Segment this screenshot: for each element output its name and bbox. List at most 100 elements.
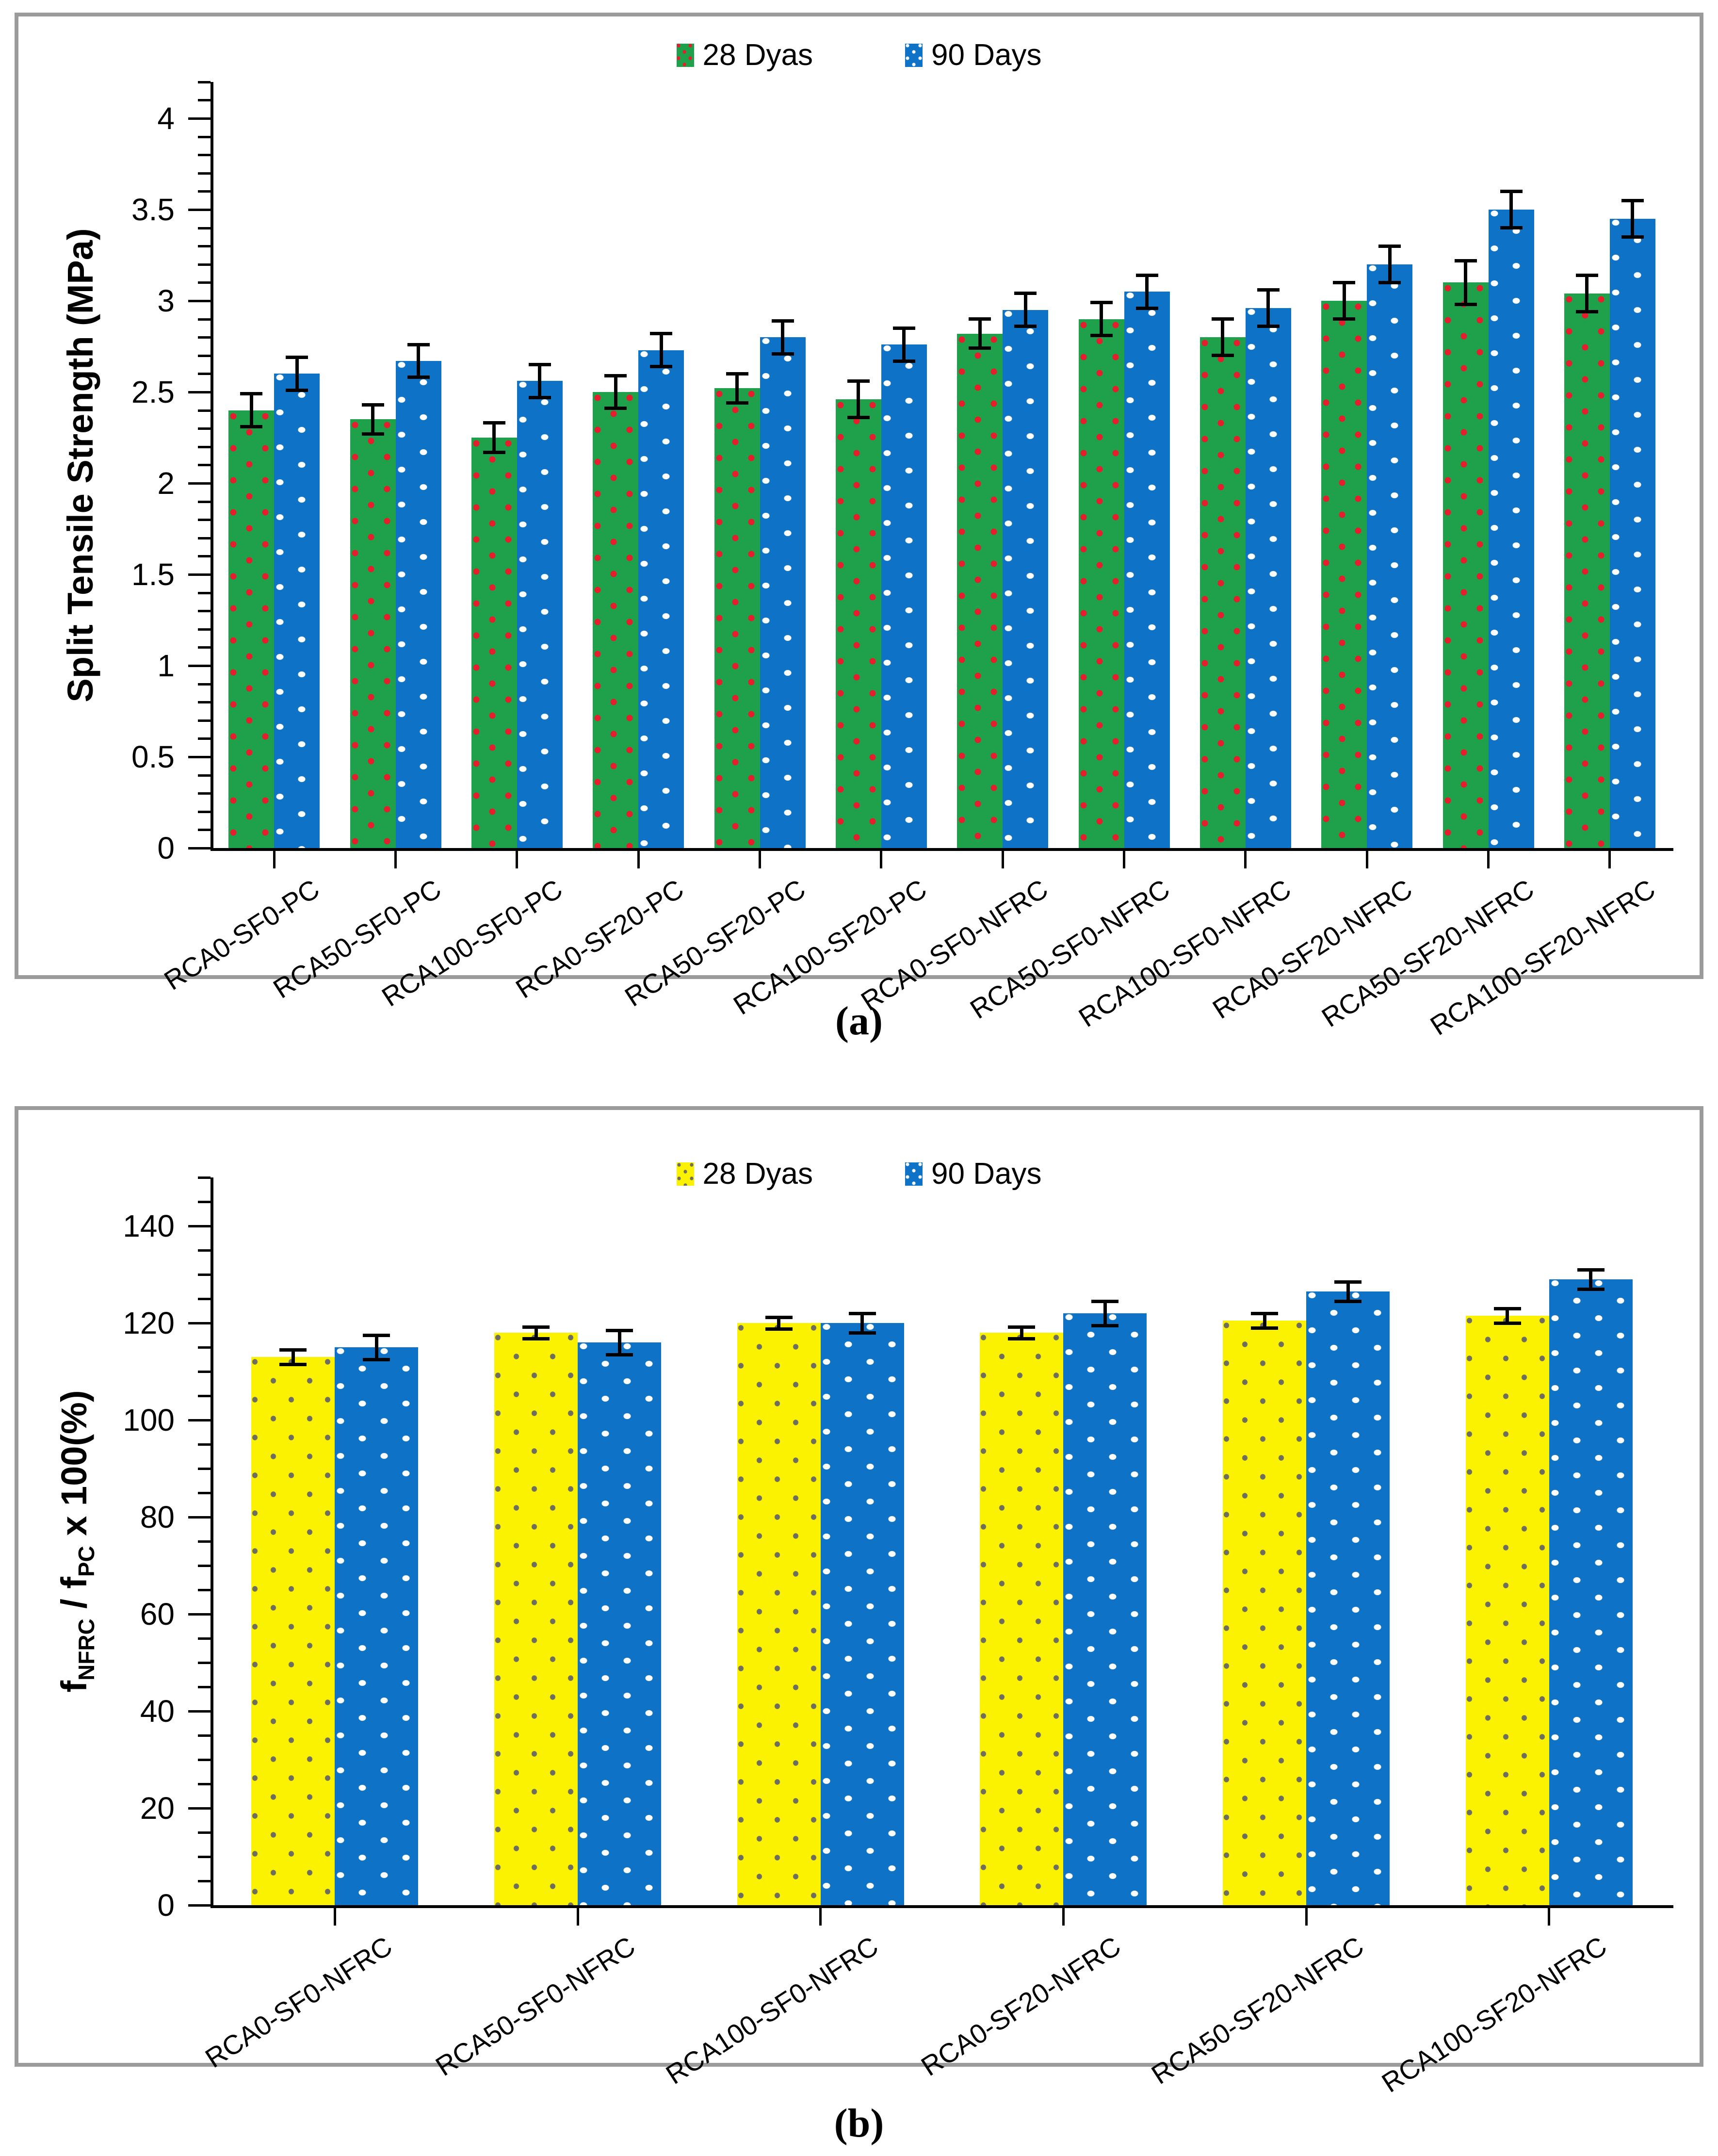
error-bar-cap	[286, 388, 308, 392]
error-bar-cap	[606, 1353, 633, 1356]
error-bar-cap	[1577, 1287, 1605, 1291]
y-major-tick	[188, 1904, 211, 1907]
error-bar-cap	[1090, 333, 1113, 337]
y-minor-tick	[198, 1686, 211, 1688]
y-axis-line	[211, 1177, 213, 1908]
error-bar-cap	[765, 1315, 793, 1319]
error-bar-line	[1020, 1327, 1023, 1339]
y-minor-tick	[198, 1298, 211, 1300]
legend-swatch-90-days-blue-b	[905, 1162, 923, 1186]
error-bar-line	[1346, 1282, 1350, 1301]
y-minor-tick	[198, 154, 211, 157]
y-minor-tick	[198, 683, 211, 686]
legend-swatch-90-days-blue	[905, 43, 923, 67]
error-bar-cap	[848, 1331, 876, 1335]
error-bar-cap	[528, 395, 551, 399]
legend-label-28-days: 28 Dyas	[702, 38, 813, 72]
error-bar-cap	[726, 401, 748, 405]
bar-28-dyas	[494, 1333, 578, 1905]
error-bar-cap	[240, 425, 263, 428]
error-bar-cap	[483, 450, 505, 454]
y-major-tick	[188, 209, 211, 211]
error-bar-cap	[892, 359, 915, 363]
chart-panel-a: 28 Dyas 90 Days Split Tensile Strength (…	[15, 13, 1703, 1041]
error-bar-cap	[1090, 301, 1113, 305]
error-bar-cap	[847, 416, 870, 420]
y-tick-label: 20	[140, 1791, 175, 1826]
error-bar-cap	[407, 343, 430, 346]
y-minor-tick	[198, 1589, 211, 1591]
error-bar-line	[534, 1327, 538, 1339]
y-minor-tick	[198, 792, 211, 795]
error-bar-line	[1100, 302, 1103, 336]
legend-swatch-28-days-green	[676, 43, 694, 67]
y-minor-tick	[198, 628, 211, 631]
error-bar-cap	[361, 432, 384, 436]
bar-90-days	[1245, 308, 1291, 848]
y-minor-tick	[198, 373, 211, 376]
x-tick	[1001, 851, 1004, 868]
y-minor-tick	[198, 719, 211, 722]
y-major-tick	[188, 391, 211, 393]
error-bar-cap	[1621, 198, 1644, 202]
x-tick	[1244, 851, 1247, 868]
y-minor-tick	[198, 1783, 211, 1785]
y-minor-tick	[198, 354, 211, 357]
y-minor-tick	[198, 1734, 211, 1737]
error-bar-line	[371, 405, 374, 434]
legend-b: 28 Dyas 90 Days	[18, 1157, 1700, 1191]
bar-90-days	[578, 1342, 661, 1905]
error-bar-line	[417, 344, 420, 377]
bar-90-days	[1124, 292, 1170, 848]
bar-90-days	[881, 344, 927, 848]
error-bar-cap	[363, 1333, 390, 1337]
y-tick-label: 2.5	[131, 375, 175, 409]
y-minor-tick	[198, 1637, 211, 1640]
error-bar-line	[374, 1335, 378, 1359]
error-bar-cap	[1251, 1311, 1278, 1315]
legend-label-90-days-b: 90 Days	[931, 1157, 1042, 1191]
y-minor-tick	[198, 336, 211, 339]
error-bar-cap	[650, 332, 673, 336]
error-bar-line	[1589, 1270, 1593, 1289]
error-bar-line	[1263, 1313, 1266, 1328]
legend-a: 28 Dyas 90 Days	[18, 38, 1700, 72]
error-bar-cap	[726, 372, 748, 376]
bar-28-dyas	[593, 392, 639, 848]
y-tick-label: 3.5	[131, 192, 175, 227]
y-tick-label: 1	[157, 648, 175, 683]
x-tick	[333, 1908, 336, 1926]
bar-28-dyas	[737, 1323, 821, 1905]
y-minor-tick	[198, 1346, 211, 1349]
error-bar-line	[860, 1313, 864, 1333]
y-major-tick	[188, 1613, 211, 1616]
x-tick	[576, 1908, 579, 1926]
x-tick	[1548, 1908, 1551, 1926]
error-bar-cap	[604, 407, 627, 410]
error-bar-line	[1023, 293, 1027, 327]
bar-28-dyas	[228, 410, 275, 848]
error-bar-line	[659, 333, 663, 367]
error-bar-cap	[1251, 1326, 1278, 1330]
legend-item-28-days-b: 28 Dyas	[676, 1157, 813, 1191]
error-bar-line	[857, 381, 860, 418]
x-tick	[759, 851, 761, 868]
y-minor-tick	[198, 810, 211, 813]
error-bar-cap	[1135, 273, 1158, 277]
error-bar-cap	[1493, 1307, 1521, 1310]
error-bar-line	[1506, 1308, 1509, 1323]
legend-item-90-days-b: 90 Days	[905, 1157, 1041, 1191]
error-bar-cap	[1334, 1280, 1361, 1284]
y-minor-tick	[198, 646, 211, 649]
y-minor-tick	[198, 1831, 211, 1834]
error-bar-line	[492, 423, 496, 453]
bar-28-dyas	[1223, 1321, 1306, 1905]
error-bar-cap	[1454, 259, 1477, 262]
y-tick-label: 100	[123, 1403, 175, 1437]
y-minor-tick	[198, 829, 211, 832]
y-minor-tick	[198, 263, 211, 266]
error-bar-line	[617, 1330, 621, 1355]
y-minor-tick	[198, 1371, 211, 1373]
x-tick	[1305, 1908, 1308, 1926]
